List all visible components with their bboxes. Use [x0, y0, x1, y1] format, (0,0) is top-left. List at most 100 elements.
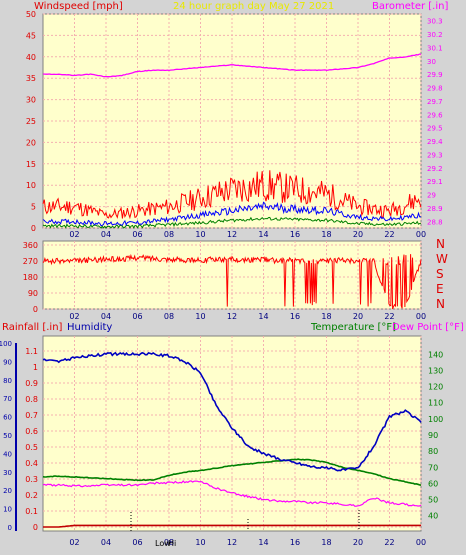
rain-ytick-0.8: 0.8: [25, 395, 38, 404]
barometer-line: [42, 53, 421, 78]
low-high-markers: Low Hi: [130, 510, 360, 548]
rain-ytick-1: 1: [33, 363, 38, 372]
wind-ytick-45: 45: [26, 31, 36, 40]
grid-lines: [43, 13, 422, 531]
baro-ytick-29.4: 29.4: [427, 138, 443, 146]
temp-ytick-130: 130: [428, 366, 443, 375]
compass-south: S: [436, 267, 444, 281]
dir-ytick-0: 0: [33, 305, 38, 314]
temp-ytick-70: 70: [428, 463, 438, 472]
rain-ytick-0: 0: [33, 523, 38, 532]
baro-ytick-29.5: 29.5: [427, 125, 443, 133]
wind-ytick-20: 20: [26, 138, 36, 147]
rain-ytick-0.6: 0.6: [25, 427, 38, 436]
climate-xtick-02: 02: [69, 538, 79, 547]
wind-ytick-50: 50: [26, 10, 36, 19]
wind-xtick-18: 18: [321, 230, 331, 239]
rain-ytick-0.4: 0.4: [25, 459, 38, 468]
wind-ytick-10: 10: [26, 181, 36, 190]
dewpoint-line: [42, 480, 422, 507]
wind-xtick-20: 20: [353, 230, 363, 239]
high-label: Hi: [168, 539, 176, 548]
dir-ytick-270: 270: [23, 257, 38, 266]
wind-ytick-35: 35: [26, 74, 36, 83]
temperature-line: [42, 458, 422, 486]
temp-ytick-120: 120: [428, 383, 443, 392]
low-label: Low: [155, 539, 171, 548]
baro-ytick-29.1: 29.1: [427, 178, 443, 186]
rain-ytick-0.5: 0.5: [25, 443, 38, 452]
wind-xtick-00: 00: [416, 230, 426, 239]
baro-ytick-30.2: 30.2: [427, 31, 443, 39]
windspeed-axis-title: Windspeed [mph]: [34, 1, 123, 12]
humidity-ytick-40: 40: [3, 450, 12, 458]
climate-xtick-16: 16: [290, 538, 300, 547]
wind-gust-line: [42, 170, 422, 220]
dewpoint-axis-title: Dew Point [°F]: [392, 322, 464, 333]
dir-xtick-02: 02: [69, 312, 79, 321]
baro-ytick-30.3: 30.3: [427, 18, 443, 26]
wind-xtick-16: 16: [290, 230, 300, 239]
baro-ytick-29.2: 29.2: [427, 165, 443, 173]
rain-ytick-1.1: 1.1: [25, 347, 38, 356]
temp-ytick-60: 60: [428, 479, 438, 488]
climate-xtick-12: 12: [227, 538, 237, 547]
graph-title: 24 hour graph day May 27 2021: [173, 1, 334, 12]
climate-xtick-08: 08: [164, 538, 174, 547]
humidity-ytick-60: 60: [3, 414, 12, 422]
wind-ytick-30: 30: [26, 96, 36, 105]
rainfall-axis-title: Rainfall [.in]: [2, 322, 63, 333]
dir-xtick-10: 10: [195, 312, 205, 321]
humidity-ytick-90: 90: [3, 358, 12, 366]
temp-ytick-40: 40: [428, 512, 438, 521]
dir-ytick-360: 360: [23, 241, 38, 250]
wind-xtick-22: 22: [384, 230, 394, 239]
rain-ytick-0.7: 0.7: [25, 411, 38, 420]
wind-ytick-0: 0: [31, 224, 36, 233]
temp-ytick-140: 140: [428, 350, 443, 359]
temp-ytick-100: 100: [428, 415, 443, 424]
wind-average-line: [42, 201, 422, 227]
rainfall-line: [43, 524, 421, 528]
wind-low-line: [42, 216, 422, 229]
temperature-axis-title: Temperature [°F]: [310, 322, 396, 333]
rain-ytick-0.3: 0.3: [25, 475, 38, 484]
series-lines: [42, 53, 422, 528]
baro-ytick-29.7: 29.7: [427, 98, 443, 106]
direction-compass-labels: N W S E N: [436, 237, 448, 311]
compass-north-bottom: N: [436, 297, 445, 311]
wind-ytick-5: 5: [31, 203, 36, 212]
humidity-ytick-70: 70: [3, 395, 12, 403]
dir-xtick-12: 12: [227, 312, 237, 321]
baro-ytick-29.3: 29.3: [427, 151, 443, 159]
barometer-axis-title: Barometer [.in]: [372, 1, 448, 12]
dir-xtick-00: 00: [416, 312, 426, 321]
baro-ytick-29: 29: [427, 192, 436, 200]
humidity-ytick-50: 50: [3, 432, 12, 440]
climate-xtick-20: 20: [353, 538, 363, 547]
dir-ytick-90: 90: [28, 289, 38, 298]
rain-ytick-0.1: 0.1: [25, 507, 38, 516]
wind-ytick-40: 40: [26, 53, 36, 62]
temp-ytick-80: 80: [428, 447, 438, 456]
humidity-axis-title: Humidity: [67, 322, 112, 333]
wind-xtick-08: 08: [164, 230, 174, 239]
axis-labels: 0510152025303540455028.828.92929.129.229…: [0, 10, 443, 547]
baro-ytick-28.8: 28.8: [427, 218, 443, 226]
climate-xtick-00: 00: [416, 538, 426, 547]
humidity-ytick-10: 10: [3, 506, 12, 514]
rain-ytick-0.2: 0.2: [25, 491, 38, 500]
compass-north-top: N: [436, 237, 445, 251]
wind-xtick-10: 10: [195, 230, 205, 239]
baro-ytick-30.1: 30.1: [427, 44, 443, 52]
humidity-ytick-100: 100: [0, 340, 12, 348]
dir-xtick-18: 18: [321, 312, 331, 321]
humidity-ytick-0: 0: [8, 524, 12, 532]
wind-direction-line: [42, 253, 422, 310]
temp-ytick-90: 90: [428, 431, 438, 440]
dir-ytick-180: 180: [23, 273, 38, 282]
baro-ytick-29.9: 29.9: [427, 71, 443, 79]
humidity-line: [42, 351, 422, 472]
climate-xtick-14: 14: [258, 538, 268, 547]
